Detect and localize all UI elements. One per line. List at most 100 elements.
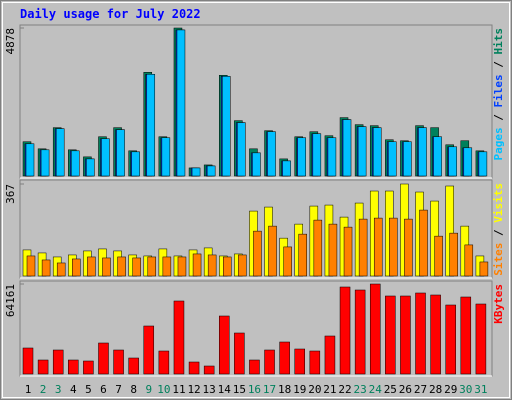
x-tick-label: 31	[474, 383, 487, 396]
legend-separator: /	[492, 223, 505, 243]
x-tick-label: 6	[100, 383, 107, 396]
bar	[298, 233, 307, 277]
bar	[206, 165, 216, 177]
bar	[327, 137, 337, 177]
bar	[373, 217, 383, 277]
x-tick-label: 15	[233, 383, 246, 396]
y-tick-label: 4878	[4, 28, 17, 55]
x-tick-label: 2	[40, 383, 47, 396]
bar	[237, 122, 246, 177]
bar	[475, 303, 487, 375]
legend: KBytes	[492, 284, 505, 324]
bar	[116, 129, 125, 177]
bar	[222, 76, 231, 177]
bar	[56, 262, 66, 277]
x-tick-label: 12	[187, 383, 200, 396]
x-tick-label: 25	[384, 383, 397, 396]
bar	[117, 256, 126, 277]
x-tick-label: 4	[70, 383, 77, 396]
x-tick-label: 1	[25, 383, 32, 396]
x-tick-label: 22	[338, 383, 351, 396]
bar	[343, 226, 353, 277]
x-tick-label: 18	[278, 383, 291, 396]
bar	[26, 255, 36, 277]
bar	[418, 127, 427, 177]
legend-entry: Hits	[492, 28, 505, 55]
bar	[249, 359, 260, 375]
bar	[147, 256, 157, 277]
bar	[297, 137, 306, 177]
x-tick-label: 23	[354, 383, 367, 396]
x-tick-label: 29	[444, 383, 457, 396]
bar	[234, 332, 245, 375]
bar	[207, 254, 217, 277]
bar	[415, 292, 426, 375]
x-tick-label: 5	[85, 383, 92, 396]
bar	[37, 359, 49, 375]
bar	[52, 349, 64, 375]
x-tick-label: 20	[308, 383, 321, 396]
bar	[358, 218, 368, 277]
bar	[268, 225, 277, 277]
bar	[282, 160, 291, 177]
bar	[113, 349, 124, 375]
legend-entry: Pages	[492, 127, 505, 160]
x-tick-label: 30	[459, 383, 472, 396]
bar	[203, 365, 215, 375]
bar	[192, 253, 202, 277]
bar	[22, 347, 34, 375]
bar	[279, 341, 290, 375]
bar	[434, 235, 443, 277]
bar	[146, 74, 156, 177]
x-tick-label: 14	[218, 383, 232, 396]
bar	[283, 246, 292, 277]
bar	[223, 256, 232, 277]
legend-separator: /	[492, 55, 505, 75]
legend-entry: KBytes	[492, 284, 505, 324]
x-tick-label: 28	[429, 383, 442, 396]
bar	[313, 219, 323, 277]
x-tick-label: 9	[145, 383, 152, 396]
bar	[177, 256, 187, 277]
x-tick-label: 17	[263, 383, 276, 396]
bar	[131, 151, 140, 177]
x-tick-label: 16	[248, 383, 261, 396]
bar	[40, 149, 50, 177]
bar	[433, 136, 442, 177]
y-tick-label: 64161	[4, 284, 17, 317]
bar	[101, 138, 110, 177]
legend-entry: Sites	[492, 243, 505, 276]
bar	[267, 131, 276, 177]
y-tick-label: 367	[4, 184, 17, 204]
bar	[479, 261, 489, 277]
chart-title: Daily usage for July 2022	[20, 7, 201, 21]
bar	[219, 315, 230, 375]
bar	[188, 361, 200, 375]
bar	[162, 256, 172, 277]
bar	[83, 360, 94, 375]
x-tick-label: 24	[369, 383, 383, 396]
bar	[68, 359, 79, 375]
x-tick-label: 13	[203, 383, 216, 396]
bar	[404, 218, 413, 277]
bar	[448, 146, 457, 177]
x-tick-label: 19	[293, 383, 306, 396]
bar	[161, 137, 171, 177]
bar	[339, 286, 351, 375]
bar	[176, 29, 186, 177]
x-tick-label: 10	[157, 383, 170, 396]
bar	[132, 257, 141, 277]
bar	[173, 300, 185, 375]
bar	[372, 127, 382, 177]
bar	[463, 147, 473, 177]
bar	[41, 259, 51, 277]
bar	[369, 283, 381, 375]
bar	[354, 289, 366, 375]
bar	[449, 232, 458, 277]
bar	[464, 244, 474, 277]
x-tick-label: 26	[399, 383, 412, 396]
bar	[388, 141, 397, 177]
